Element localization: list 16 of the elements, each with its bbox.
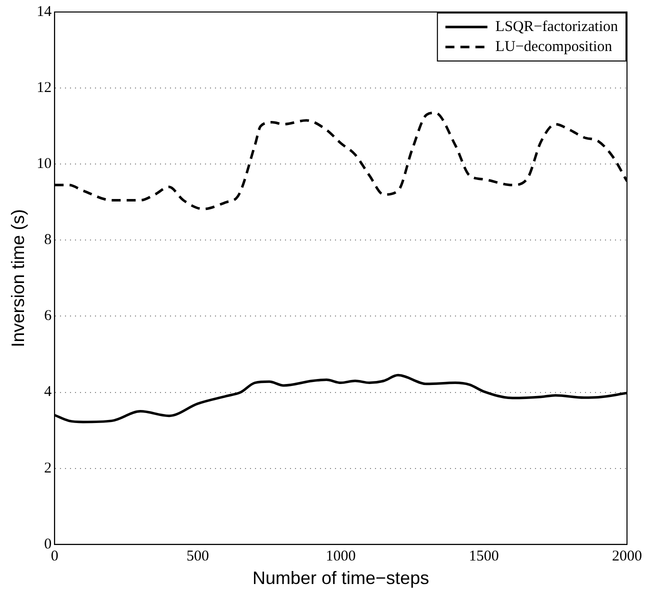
y-tick-label: 2 xyxy=(44,460,52,476)
x-axis-title: Number of time−steps xyxy=(252,568,430,588)
y-tick-label: 14 xyxy=(36,4,52,20)
y-tick-label: 6 xyxy=(44,308,52,324)
y-tick-label: 12 xyxy=(36,80,52,96)
y-axis-title: Inversion time (s) xyxy=(8,209,28,348)
legend-label: LSQR−factorization xyxy=(495,18,618,35)
x-tick-label: 1000 xyxy=(326,548,356,564)
x-tick-label: 2000 xyxy=(612,548,642,564)
x-tick-label: 500 xyxy=(186,548,209,564)
y-tick-label: 0 xyxy=(44,536,52,552)
legend-label: LU−decomposition xyxy=(495,38,613,55)
y-tick-label: 8 xyxy=(44,232,52,248)
y-tick-label: 10 xyxy=(36,156,52,172)
y-tick-label: 4 xyxy=(44,384,52,400)
x-tick-label: 1500 xyxy=(468,548,499,564)
